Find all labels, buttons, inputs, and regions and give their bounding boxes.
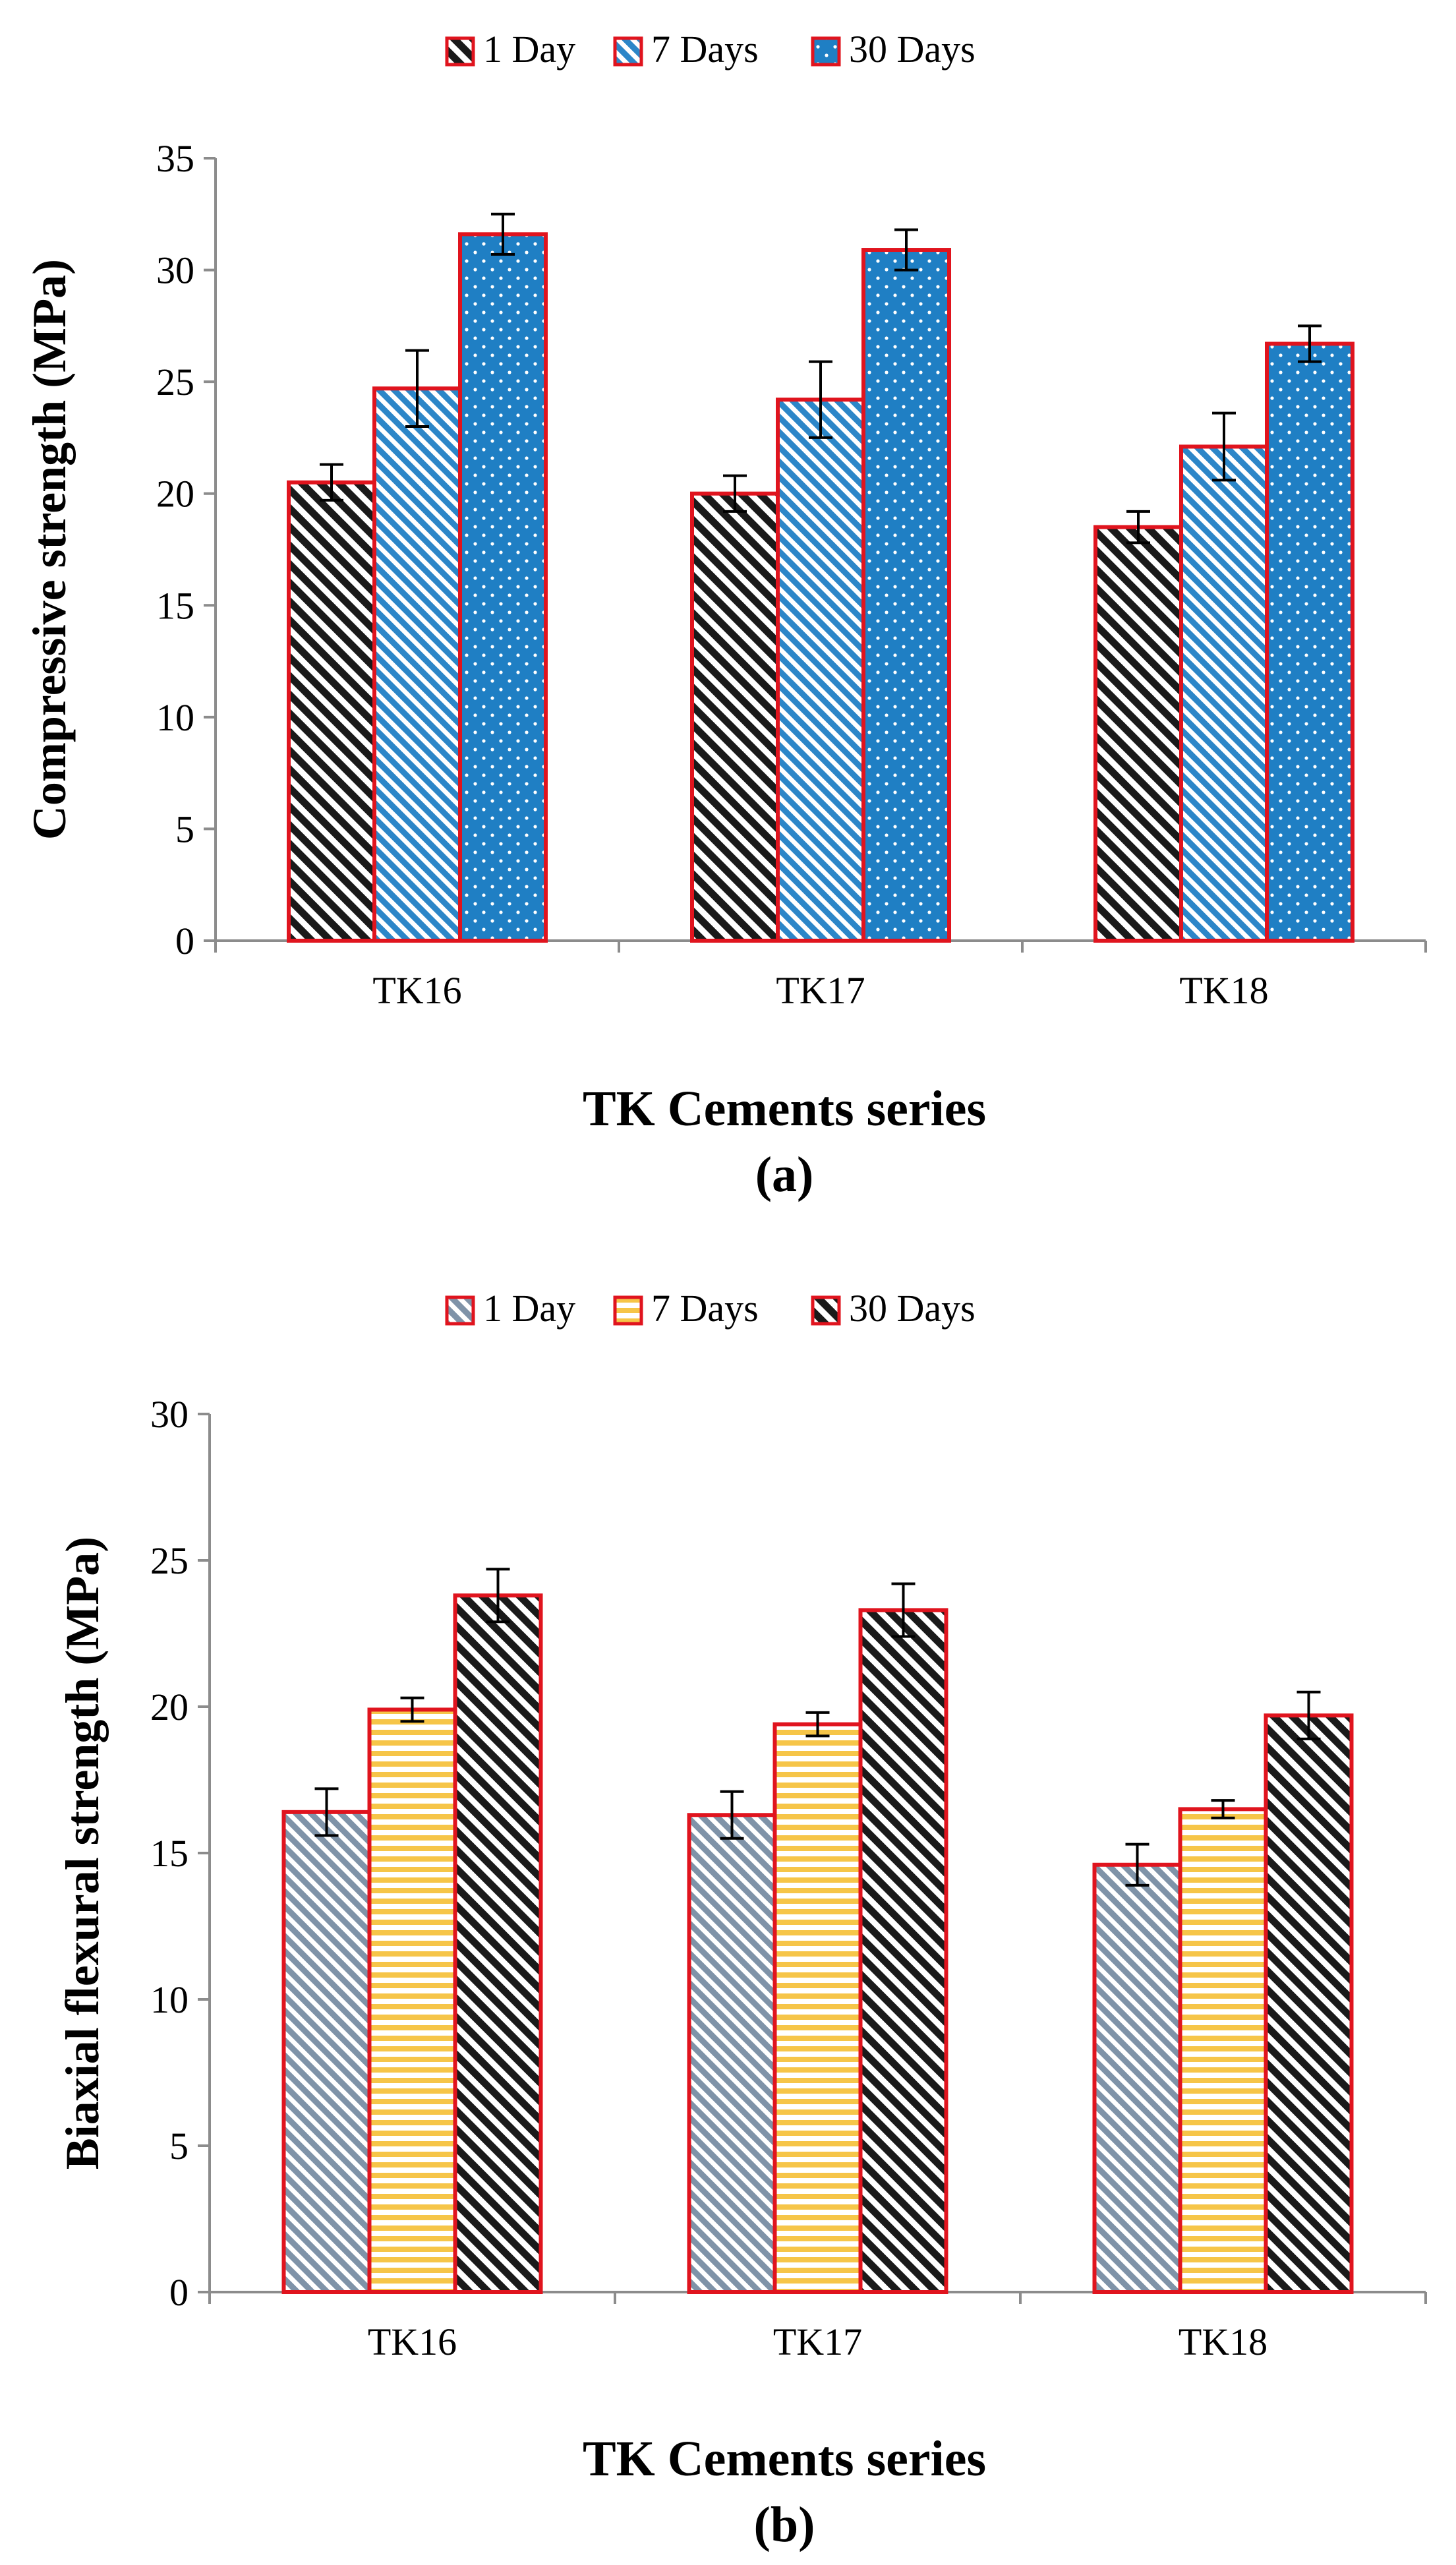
legend-item-7-days: 7 Days [613,28,759,71]
bar-tk16-1-day [287,480,376,943]
y-tick-label: 25 [156,361,194,403]
bar-tk17-7-days [772,1722,863,2294]
y-tick-label: 0 [175,920,194,962]
x-tick-label: TK16 [372,969,461,1012]
legend-label: 7 Days [651,1287,759,1330]
legend-item-7-days: 7 Days [613,1287,759,1330]
bar-tk18-1-day [1093,525,1183,943]
error-bar [723,474,747,513]
bar-tk17-1-day [690,491,780,943]
x-tick-label: TK17 [776,969,865,1012]
legend-swatch [613,1295,643,1326]
y-tick-label: 10 [156,696,194,739]
legend-item-1-day: 1 Day [445,28,575,71]
y-axis-title: Compressive strength (MPa) [23,259,76,840]
error-bar [1298,324,1322,363]
x-axis-title: TK Cements series [583,2431,986,2487]
y-tick-label: 30 [156,249,194,292]
bar-tk18-7-days [1178,1807,1268,2294]
error-bar [1211,1799,1235,1819]
legend-item-1-day: 1 Day [445,1287,575,1330]
y-tick-label: 15 [150,1832,189,1875]
bar-tk16-1-day [281,1810,372,2295]
y-tick-label: 0 [169,2271,189,2314]
legend-label: 30 Days [849,1287,976,1330]
bar-tk16-7-days [372,386,462,943]
bar-tk16-7-days [367,1707,457,2294]
bar-tk18-7-days [1179,444,1269,943]
error-bar [1125,1843,1150,1887]
y-tick-label: 5 [175,808,194,850]
bar-tk17-30-days [858,1608,948,2294]
error-bar [491,212,515,256]
error-bar [1212,411,1236,482]
bar-tk17-7-days [776,398,865,943]
error-bar [486,1568,510,1624]
bar-tk18-1-day [1092,1862,1182,2294]
error-bar [400,1696,424,1723]
legend-item-30-days: 30 Days [811,28,976,71]
error-bar [720,1790,744,1840]
legend-label: 1 Day [483,28,575,71]
error-bar [805,1711,830,1738]
y-tick-label: 15 [156,584,194,627]
x-tick-label: TK18 [1179,969,1268,1012]
legend-swatch [445,1295,475,1326]
legend-label: 30 Days [849,28,976,71]
error-bar [314,1787,339,1837]
legend-swatch [445,36,475,67]
panel-label: (a) [755,1147,814,1202]
legend-swatch [811,36,841,67]
y-tick-label: 20 [156,473,194,516]
legend: 1 Day 7 Days 30 Days [445,28,976,71]
x-tick-label: TK16 [368,2320,457,2363]
x-tick-label: TK18 [1179,2320,1267,2363]
x-axis-title: TK Cements series [583,1081,986,1136]
y-tick-label: 25 [150,1539,189,1582]
error-bar [405,349,429,428]
error-bar [809,360,832,439]
legend-label: 7 Days [651,28,759,71]
y-tick-label: 10 [150,1978,189,2021]
error-bar [1126,510,1150,545]
error-bar [320,463,343,502]
bar-tk16-30-days [453,1593,543,2294]
bar-tk18-30-days [1264,1713,1354,2295]
bar-tk17-1-day [687,1813,777,2294]
legend-label: 1 Day [483,1287,575,1330]
bar-tk17-30-days [861,248,951,943]
bar-tk18-30-days [1265,341,1354,943]
y-tick-label: 20 [150,1686,189,1728]
error-bar [891,1582,916,1638]
chart-panel-a: 1 Day 7 Days 30 Days 0 5 10 15 20 25 30 35 TK16 TK17… [23,28,1427,1202]
y-axis-title: Biaxial flexural strength (MPa) [56,1537,109,2170]
error-bar [1296,1690,1321,1740]
chart-panel-b: 1 Day 7 Days 30 Days 0 5 10 15 20 25 30 TK16 TK17 TK… [56,1287,1427,2552]
y-tick-label: 30 [150,1393,189,1436]
y-tick-label: 35 [156,137,194,180]
legend-swatch [811,1295,841,1326]
legend: 1 Day 7 Days 30 Days [445,1287,976,1330]
error-bar [894,228,918,272]
bar-tk16-30-days [458,232,548,943]
legend-swatch [613,36,643,67]
panel-label: (b) [754,2497,815,2552]
x-tick-label: TK17 [773,2320,862,2363]
legend-item-30-days: 30 Days [811,1287,976,1330]
y-tick-label: 5 [169,2125,189,2167]
